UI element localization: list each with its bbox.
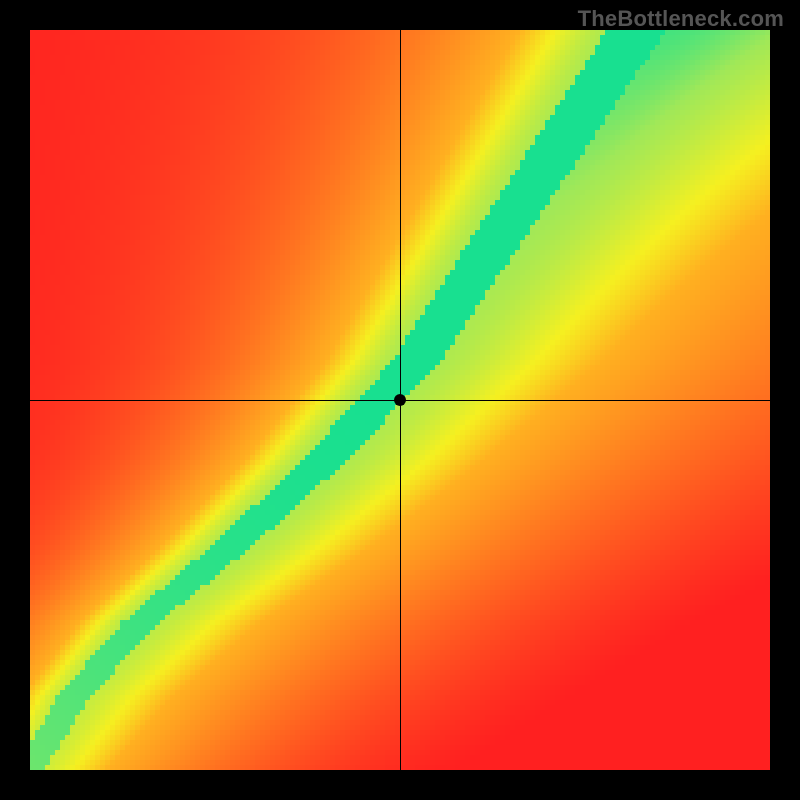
overlay-canvas	[30, 30, 770, 770]
watermark-text: TheBottleneck.com	[578, 6, 784, 32]
chart-container: TheBottleneck.com	[0, 0, 800, 800]
